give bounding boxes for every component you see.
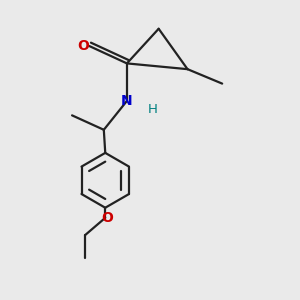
Text: N: N bbox=[121, 94, 133, 108]
Text: O: O bbox=[78, 39, 89, 53]
Text: H: H bbox=[148, 103, 158, 116]
Text: O: O bbox=[101, 211, 112, 225]
